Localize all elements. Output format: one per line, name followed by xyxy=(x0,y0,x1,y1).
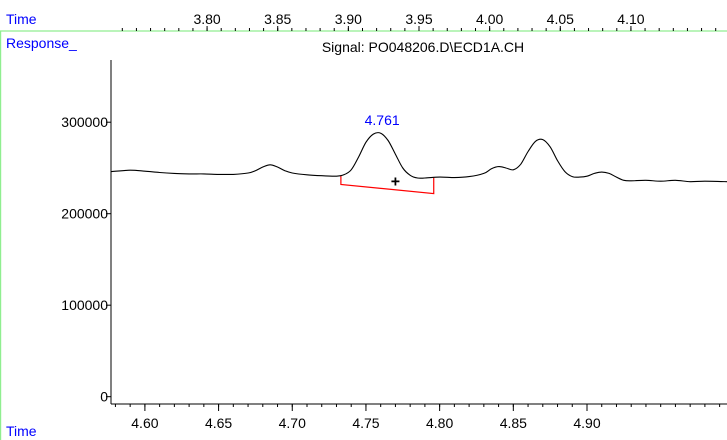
top-tick-labels: 3.80 3.85 3.90 3.95 4.00 4.05 4.10 xyxy=(121,11,717,31)
x-tick-label: 4.90 xyxy=(573,415,600,431)
chart-title: Signal: PO048206.D\ECD1A.CH xyxy=(322,39,524,55)
integration-baseline xyxy=(340,175,435,195)
top-tick-label: 3.80 xyxy=(193,11,220,27)
top-axis-label: Time xyxy=(6,11,37,27)
peak-labels: 4.761 xyxy=(365,112,400,128)
y-tick-label: 100000 xyxy=(61,297,108,313)
x-tick-label: 4.80 xyxy=(426,415,453,431)
x-tick-label: 4.75 xyxy=(352,415,379,431)
peak-marker: + xyxy=(391,174,400,191)
peak-label: 4.761 xyxy=(365,112,400,128)
y-tick-labels: 0 100000 200000 300000 xyxy=(61,114,111,405)
top-tick-label: 3.95 xyxy=(405,11,432,27)
top-tick-label: 3.85 xyxy=(264,11,291,27)
x-tick-label: 4.70 xyxy=(279,415,306,431)
x-axis-label: Time xyxy=(6,423,37,439)
x-tick-label: 4.60 xyxy=(131,415,158,431)
y-tick-label: 300000 xyxy=(61,114,108,130)
top-tick-label: 4.10 xyxy=(617,11,644,27)
x-tick-label: 4.85 xyxy=(500,415,527,431)
y-axis-label: Response_ xyxy=(6,35,77,51)
y-tick-label: 200000 xyxy=(61,206,108,222)
y-tick-label: 0 xyxy=(100,389,108,405)
top-tick-label: 3.90 xyxy=(335,11,362,27)
top-tick-label: 4.05 xyxy=(547,11,574,27)
x-tick-label: 4.65 xyxy=(205,415,232,431)
signal-trace xyxy=(110,132,727,183)
top-tick-label: 4.00 xyxy=(476,11,503,27)
x-minor-ticks xyxy=(114,404,721,407)
x-tick-labels: 4.60 4.65 4.70 4.75 4.80 4.85 4.90 xyxy=(131,404,601,431)
